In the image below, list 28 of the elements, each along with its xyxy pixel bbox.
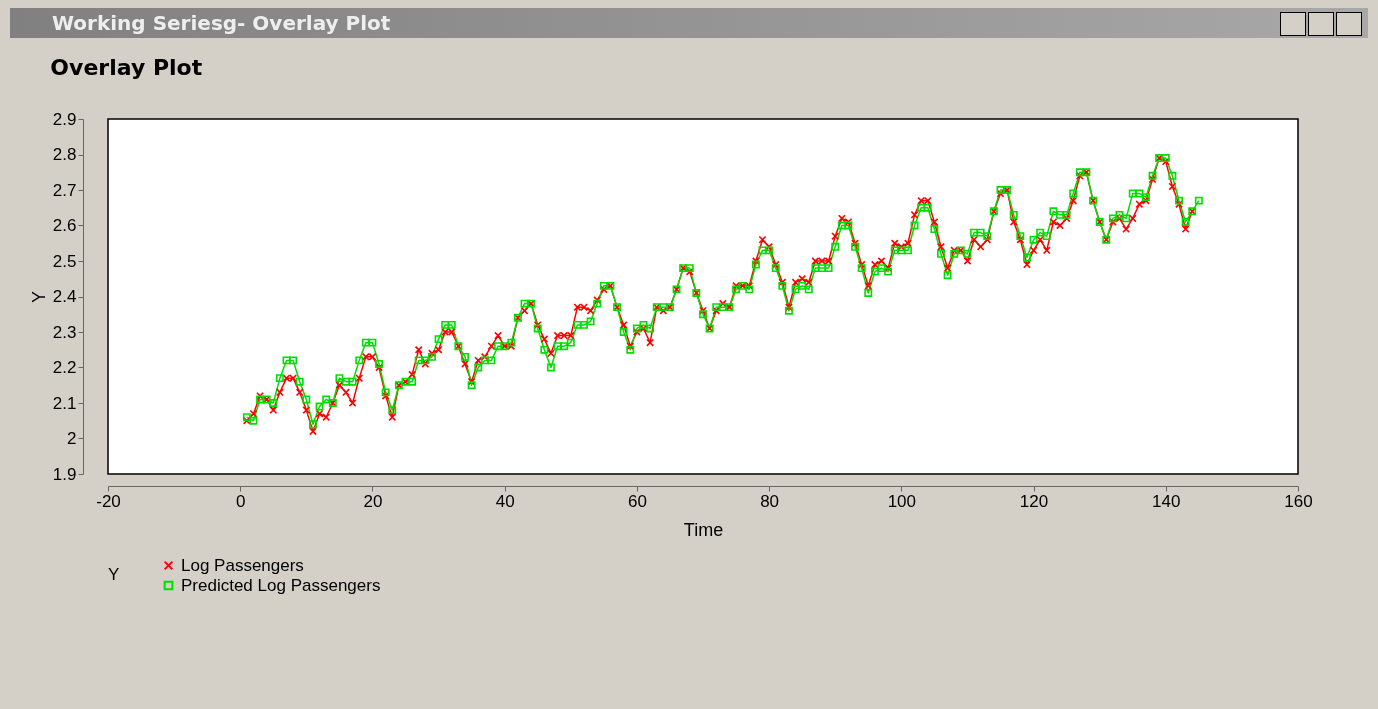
y-tick-label: 2.7 <box>52 180 77 200</box>
legend-label: Log Passengers <box>181 555 304 575</box>
y-tick-label: 2.3 <box>52 322 77 342</box>
x-tick-label: -20 <box>96 491 121 511</box>
x-tick-label: 80 <box>760 491 780 511</box>
x-tick-label: 0 <box>235 491 246 511</box>
x-tick-label: 60 <box>627 491 647 511</box>
y-tick-label: 2.1 <box>52 393 77 413</box>
y-tick-label: 1.9 <box>52 464 77 484</box>
y-tick-label: 2.8 <box>52 145 77 164</box>
x-tick-label: 20 <box>363 491 383 511</box>
x-tick-label: 120 <box>1019 491 1049 511</box>
x-tick-label: 160 <box>1284 491 1313 511</box>
x-tick-label: 140 <box>1152 491 1181 511</box>
x-tick-label: 40 <box>495 491 515 511</box>
text: Working Seriesg- Overlay Plot <box>52 11 391 35</box>
y-tick-label: 2.5 <box>52 251 77 271</box>
y-tick-label: 2 <box>67 429 77 448</box>
y-tick-label: 2.9 <box>52 109 77 129</box>
y-tick-label: 2.6 <box>52 216 77 235</box>
y-tick-label: 2.4 <box>52 287 77 306</box>
x-axis-title: Time <box>683 519 724 540</box>
y-tick-label: 2.2 <box>52 358 77 377</box>
legend-title: Y <box>108 565 120 584</box>
legend-label: Predicted Log Passengers <box>181 575 381 595</box>
y-axis-title: Y <box>28 290 49 304</box>
chart-title: Overlay Plot <box>50 55 203 80</box>
x-tick-label: 100 <box>887 491 917 511</box>
